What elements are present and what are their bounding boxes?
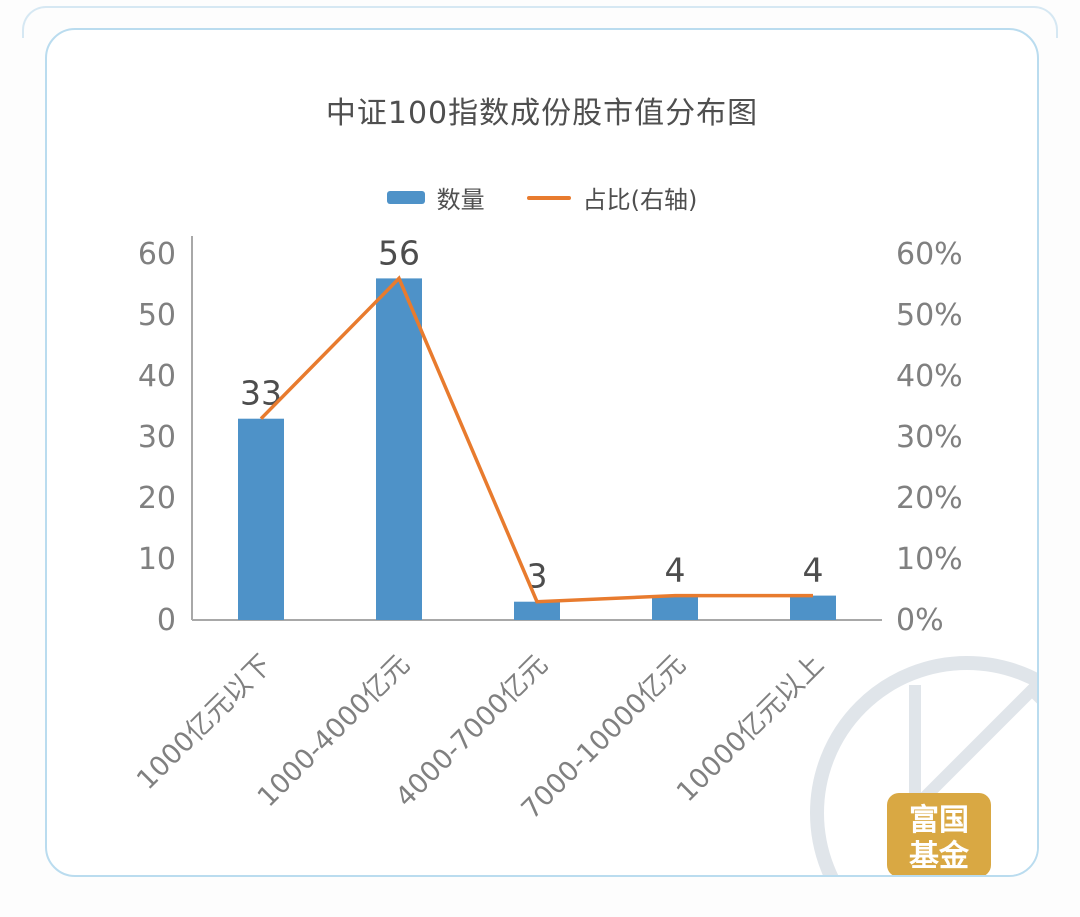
y-axis-tick-label: 0 [157, 603, 176, 638]
right-axis-tick-label: 20% [896, 481, 963, 516]
bar [238, 418, 284, 620]
watermark-badge-text-line1: 富国 [909, 803, 969, 838]
bar-value-label: 4 [803, 551, 824, 590]
bar-series-swatch-icon [386, 191, 425, 204]
chart-legend: 数量 占比(右轴) [47, 180, 1037, 215]
bar [376, 278, 422, 620]
right-axis-tick-label: 60% [896, 237, 963, 272]
line-series-swatch-icon [526, 195, 571, 200]
watermark-circle-icon [810, 656, 1037, 875]
right-axis-tick-label: 40% [896, 359, 963, 394]
right-axis-tick-label: 0% [896, 603, 944, 638]
bar [652, 595, 698, 620]
legend-item-line-series: 占比(右轴) [526, 180, 698, 215]
y-axis-tick-label: 40 [138, 359, 176, 394]
y-axis-tick-label: 20 [138, 481, 176, 516]
legend-item-bar-series: 数量 [386, 180, 485, 215]
legend-label-bar-series: 数量 [436, 186, 485, 214]
right-axis-tick-label: 10% [896, 542, 963, 577]
watermark-badge [887, 793, 991, 875]
x-axis-category-label: 1000亿元以下 [131, 649, 278, 796]
x-axis-category-label: 10000亿元以上 [671, 649, 830, 808]
chart-card: 富国 基金 0 10 20 30 40 50 60 0% 10% 20% 30% 40% 50% 60% 1… [45, 28, 1039, 877]
bar-value-label: 56 [378, 233, 420, 272]
right-axis-tick-label: 30% [896, 420, 963, 455]
y-axis-tick-label: 30 [138, 420, 176, 455]
bar [790, 595, 836, 620]
chart-title: 中证100指数成份股市值分布图 [325, 96, 759, 131]
bar-value-label: 4 [665, 551, 686, 590]
y-axis-tick-label: 50 [138, 298, 176, 333]
line-series [259, 275, 813, 604]
chart-canvas: 0 10 20 30 40 50 60 0% 10% 20% 30% 40% 50% 60% 1000亿元以… [131, 233, 963, 825]
y-axis-tick-label: 10 [138, 542, 176, 577]
bar-value-label: 33 [240, 374, 282, 413]
right-axis-tick-label: 50% [896, 298, 963, 333]
watermark-badge-text-line2: 基金 [909, 839, 970, 874]
bar [514, 601, 560, 620]
watermark-logo: 富国 基金 [810, 656, 1037, 875]
bar-value-label: 3 [527, 557, 548, 596]
y-axis-tick-label: 60 [138, 237, 176, 272]
legend-label-line-series: 占比(右轴) [582, 186, 698, 214]
